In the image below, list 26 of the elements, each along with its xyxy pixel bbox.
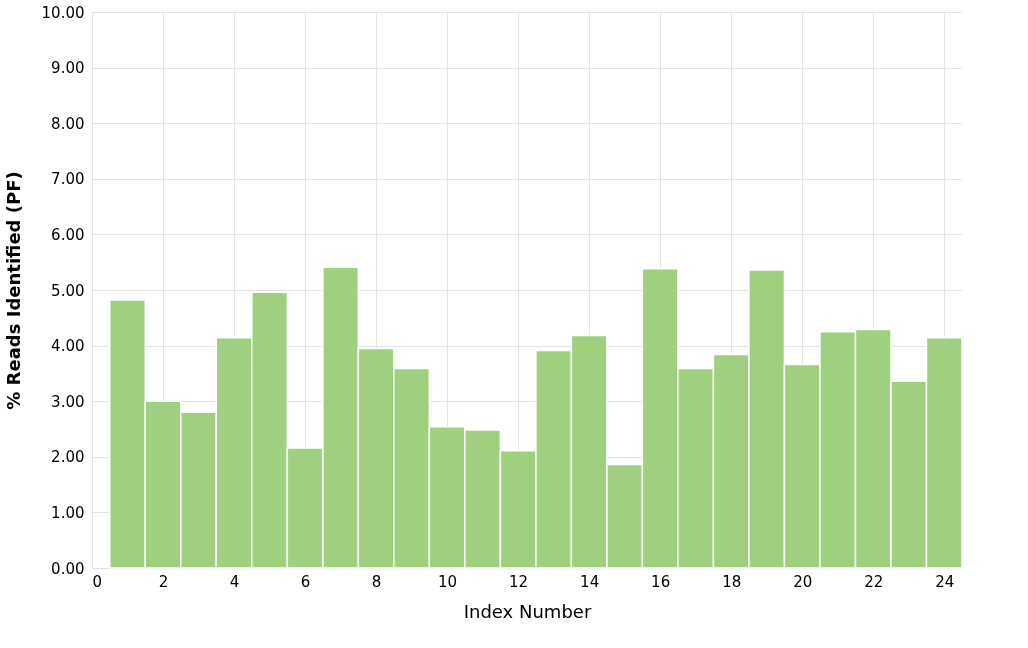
x-tick-label: 6 [300,572,311,591]
x-tick-label: 16 [651,572,671,591]
x-tick-label: 14 [580,572,600,591]
y-tick-label: 6.00 [51,225,85,244]
x-tick-label: 22 [864,572,884,591]
y-tick-label: 0.00 [51,559,85,578]
x-tick-label: 8 [371,572,382,591]
x-tick-label: 0 [92,572,103,591]
x-tick-label: 10 [438,572,458,591]
y-tick-label: 2.00 [51,448,85,467]
y-tick-label: 3.00 [51,392,85,411]
x-tick-label: 12 [509,572,529,591]
y-tick-label: 7.00 [51,170,85,189]
y-tick-label: 5.00 [51,281,85,300]
y-tick-label: 10.00 [41,3,85,22]
y-tick-label: 1.00 [51,503,85,522]
x-tick-label: 2 [158,572,169,591]
y-tick-label: 9.00 [51,59,85,78]
y-axis-title: % Reads Identified (PF) [2,171,24,410]
x-tick-label: 18 [722,572,742,591]
y-tick-label: 8.00 [51,114,85,133]
y-tick-label: 4.00 [51,337,85,356]
x-tick-label: 20 [793,572,813,591]
x-tick-label: 4 [229,572,240,591]
x-axis-title: Index Number [463,600,592,622]
x-tick-label: 24 [935,572,955,591]
